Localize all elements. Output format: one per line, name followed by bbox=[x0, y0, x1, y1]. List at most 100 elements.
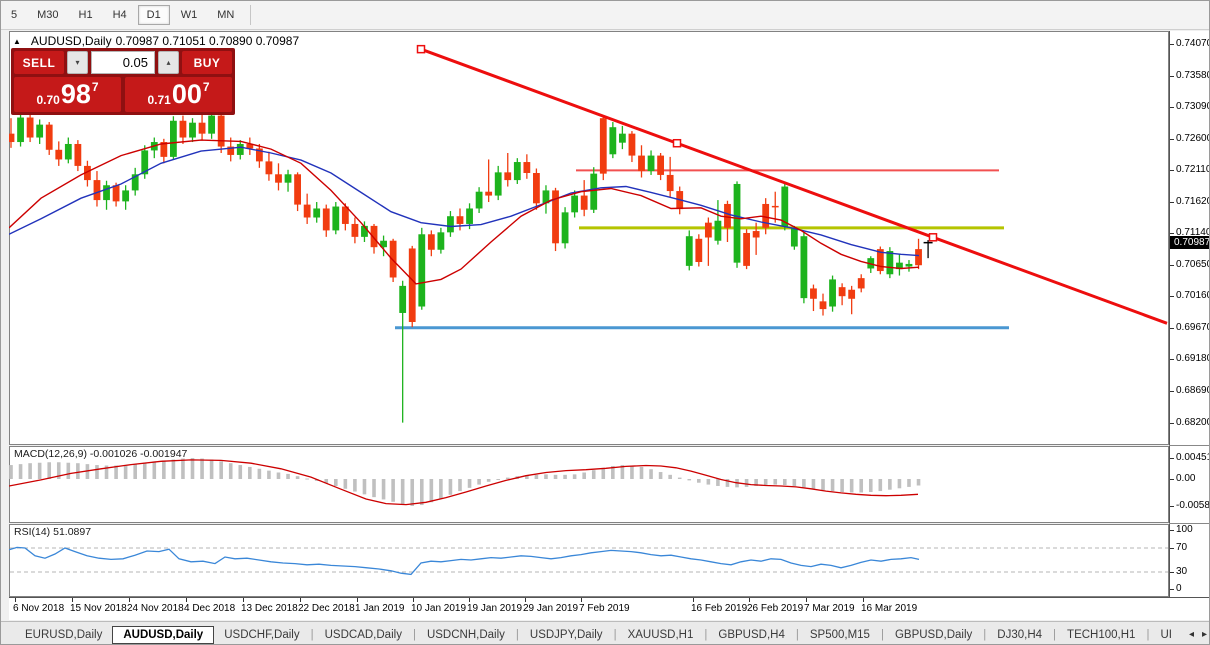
date-label: 16 Feb 2019 bbox=[691, 603, 748, 614]
date-label: 16 Mar 2019 bbox=[861, 603, 918, 614]
macd-axis-label: -0.005899 bbox=[1176, 500, 1210, 512]
price-axis-label: 0.70650 bbox=[1176, 258, 1210, 270]
tab-usdcad-daily[interactable]: USDCAD,Daily bbox=[324, 628, 402, 641]
date-label: 22 Dec 2018 bbox=[298, 603, 355, 614]
tab-scroll-right-icon[interactable] bbox=[1198, 629, 1209, 640]
date-label: 7 Feb 2019 bbox=[579, 603, 630, 614]
date-label: 13 Dec 2018 bbox=[241, 603, 298, 614]
tab-separator: | bbox=[795, 628, 799, 641]
candles bbox=[9, 107, 933, 423]
macd-axis-label: 0.00 bbox=[1176, 473, 1196, 484]
timeframe-W1[interactable]: W1 bbox=[180, 9, 198, 21]
one-click-trade-panel: SELL BUY 0.70 98 7 0.71 00 7 bbox=[11, 48, 235, 115]
macd-histogram bbox=[9, 458, 921, 506]
price-axis[interactable]: 0.74070 0.73580 0.73090 0.72600 0.72110 0.716… bbox=[1169, 31, 1210, 597]
tab-separator: | bbox=[1146, 628, 1150, 641]
tab-dj30-h4[interactable]: DJ30,H4 bbox=[997, 628, 1043, 641]
volume-increase-button[interactable] bbox=[158, 51, 179, 74]
toolbar-separator bbox=[250, 5, 252, 25]
tab-separator: | bbox=[310, 628, 314, 641]
price-axis-label: 0.71140 bbox=[1176, 226, 1210, 238]
volume-input[interactable] bbox=[91, 51, 155, 74]
date-label: 4 Dec 2018 bbox=[184, 603, 236, 614]
panel-separator[interactable] bbox=[1169, 523, 1209, 524]
date-label: 15 Nov 2018 bbox=[70, 603, 127, 614]
chart-symbol: AUDUSD,Daily bbox=[30, 34, 112, 48]
timeframe-D1[interactable]: D1 bbox=[137, 5, 170, 25]
buy-price-fraction: 7 bbox=[202, 80, 210, 94]
timeframe-MN[interactable]: MN bbox=[217, 9, 235, 21]
tab-separator: | bbox=[515, 628, 519, 641]
current-price-badge: 0.70987 bbox=[1170, 235, 1209, 249]
tab-separator: | bbox=[613, 628, 617, 641]
date-label: 29 Jan 2019 bbox=[523, 603, 579, 614]
collapse-trade-panel-icon[interactable] bbox=[13, 34, 27, 48]
macd-chart-canvas[interactable] bbox=[9, 446, 1169, 523]
rsi-axis-label: 70 bbox=[1176, 542, 1188, 553]
price-axis-label: 0.70160 bbox=[1176, 290, 1210, 302]
panel-separator[interactable] bbox=[1169, 445, 1209, 446]
tab-separator: | bbox=[983, 628, 987, 641]
price-axis-label: 0.71620 bbox=[1176, 196, 1210, 208]
timeframe-5[interactable]: 5 bbox=[11, 9, 18, 21]
tab-gbpusd-h4[interactable]: GBPUSD,H4 bbox=[718, 628, 785, 641]
date-label: 10 Jan 2019 bbox=[411, 603, 467, 614]
tab-separator: | bbox=[412, 628, 416, 641]
tab-sp500-m15[interactable]: SP500,M15 bbox=[809, 628, 870, 641]
trendline-handle[interactable] bbox=[928, 233, 938, 242]
price-axis-label: 0.68200 bbox=[1176, 416, 1210, 428]
tab-eurusd-daily[interactable]: EURUSD,Daily bbox=[25, 628, 103, 641]
tab-xauusd-h1[interactable]: XAUUSD,H1 bbox=[627, 628, 694, 641]
buy-price-pips: 00 bbox=[171, 79, 202, 109]
ma-slow-line bbox=[9, 146, 920, 257]
volume-decrease-button[interactable] bbox=[67, 51, 88, 74]
timeframe-H1[interactable]: H1 bbox=[78, 9, 93, 21]
tab-ui[interactable]: UI bbox=[1160, 628, 1172, 641]
tab-gbpusd-daily[interactable]: GBPUSD,Daily bbox=[894, 628, 973, 641]
tab-audusd-daily[interactable]: AUDUSD,Daily bbox=[112, 625, 215, 644]
date-label: 7 Mar 2019 bbox=[804, 603, 855, 614]
buy-price-main: 0.71 bbox=[147, 93, 171, 107]
price-axis-label: 0.73580 bbox=[1176, 69, 1210, 81]
macd-signal-line bbox=[9, 459, 919, 506]
macd-axis-label: 0.004517 bbox=[1176, 451, 1209, 463]
rsi-axis-label: 100 bbox=[1176, 524, 1193, 535]
price-axis-label: 0.72600 bbox=[1176, 132, 1210, 144]
date-label: 26 Feb 2019 bbox=[747, 603, 804, 614]
sell-price-box[interactable]: 0.70 98 7 bbox=[14, 77, 121, 112]
rsi-chart-canvas[interactable] bbox=[9, 524, 1169, 597]
ma-fast-line bbox=[9, 139, 920, 285]
descending-trendline[interactable] bbox=[420, 47, 1168, 325]
buy-price-box[interactable]: 0.71 00 7 bbox=[125, 77, 232, 112]
sell-button[interactable]: SELL bbox=[14, 51, 64, 74]
rsi-axis-label: 0 bbox=[1176, 583, 1182, 594]
buy-button[interactable]: BUY bbox=[182, 51, 232, 74]
price-axis-label: 0.72110 bbox=[1176, 164, 1210, 176]
trendline-handle[interactable] bbox=[672, 138, 682, 148]
timeframe-H4[interactable]: H4 bbox=[112, 9, 127, 21]
rsi-axis-label: 30 bbox=[1176, 566, 1188, 577]
price-chart-canvas[interactable] bbox=[9, 31, 1169, 445]
tab-usdcnh-daily[interactable]: USDCNH,Daily bbox=[426, 628, 505, 641]
tab-scroll-left-icon[interactable] bbox=[1185, 629, 1198, 640]
tab-usdchf-daily[interactable]: USDCHF,Daily bbox=[224, 628, 300, 641]
date-label: 24 Nov 2018 bbox=[127, 603, 184, 614]
timeframe-M30[interactable]: M30 bbox=[37, 9, 59, 21]
sell-price-pips: 98 bbox=[60, 79, 91, 109]
sell-price-fraction: 7 bbox=[91, 80, 99, 94]
price-axis-label: 0.69670 bbox=[1176, 321, 1210, 333]
chart-tab-bar: EURUSD,Daily AUDUSD,Daily USDCHF,Daily | USD… bbox=[1, 621, 1209, 644]
rsi-line bbox=[9, 546, 920, 576]
price-axis-label: 0.73090 bbox=[1176, 101, 1210, 113]
trendline-handle[interactable] bbox=[416, 44, 426, 54]
date-label: 19 Jan 2019 bbox=[467, 603, 523, 614]
tab-tech100-h1[interactable]: TECH100,H1 bbox=[1067, 628, 1136, 641]
tab-usdjpy-daily[interactable]: USDJPY,Daily bbox=[529, 628, 603, 641]
time-axis[interactable]: 6 Nov 2018 15 Nov 2018 24 Nov 2018 4 Dec 20… bbox=[9, 597, 1209, 620]
macd-indicator-label: MACD(12,26,9) -0.001026 -0.001947 bbox=[14, 448, 188, 460]
sell-price-main: 0.70 bbox=[36, 93, 60, 107]
tab-separator: | bbox=[1053, 628, 1057, 641]
price-axis-label: 0.74070 bbox=[1176, 38, 1210, 49]
